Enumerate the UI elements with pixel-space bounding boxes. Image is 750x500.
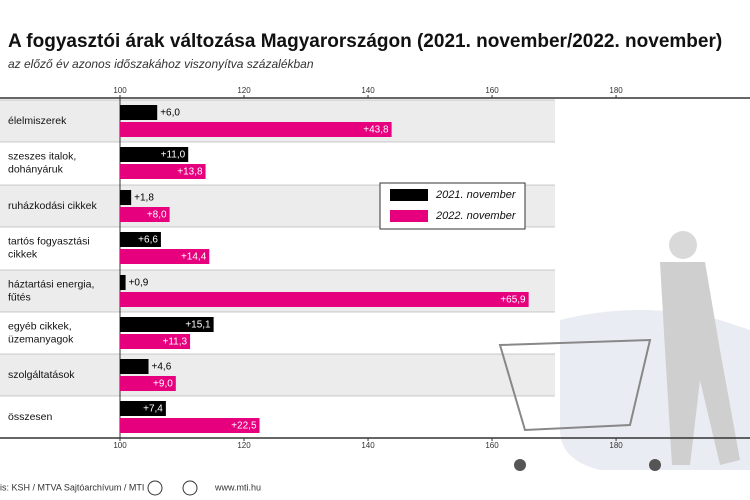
value-label: +0,9 — [129, 278, 149, 289]
row-background — [0, 227, 555, 269]
bar — [120, 232, 161, 247]
logo — [182, 480, 198, 496]
category-label: összesen — [8, 411, 53, 423]
legend-swatch — [390, 210, 428, 222]
category-label: szolgáltatások — [8, 369, 75, 381]
legend-label: 2021. november — [435, 189, 517, 201]
category-label: tartós fogyasztási cikkek — [8, 235, 90, 260]
bar — [120, 190, 132, 205]
illustration-person — [660, 262, 740, 465]
x-tick-label: 180 — [609, 441, 623, 450]
x-tick-label: 100 — [113, 86, 127, 95]
x-tick-label: 180 — [609, 86, 623, 95]
illustration-cart — [498, 338, 652, 432]
row-background — [0, 354, 555, 396]
row-background — [0, 312, 555, 354]
value-label: +15,1 — [185, 320, 211, 331]
bar — [120, 292, 529, 307]
website: www.mti.hu — [214, 482, 261, 492]
source: is: KSH / MTVA Sajtóarchívum / MTI — [0, 482, 144, 492]
bar — [120, 376, 176, 391]
x-tick-label: 100 — [113, 441, 127, 450]
bar — [120, 418, 260, 433]
legend-swatch — [390, 189, 428, 201]
value-label: +6,0 — [160, 108, 180, 119]
chart-title: A fogyasztói árak változása Magyarország… — [8, 31, 722, 52]
value-label: +22,5 — [231, 421, 257, 432]
value-label: +11,0 — [161, 150, 186, 161]
value-label: +43,8 — [363, 125, 389, 136]
value-label: +8,0 — [147, 210, 167, 221]
category-label: egyéb cikkek, üzemanyagok — [8, 320, 74, 345]
x-tick-label: 140 — [361, 441, 375, 450]
value-label: +65,9 — [500, 295, 526, 306]
value-label: +6,6 — [138, 235, 158, 246]
value-label: +4,6 — [152, 362, 172, 373]
illustration-person-head — [669, 231, 697, 259]
value-label: +9,0 — [153, 379, 173, 390]
row-background — [0, 142, 555, 184]
bar — [120, 359, 149, 374]
legend-label: 2022. november — [435, 210, 517, 222]
x-tick-label: 120 — [237, 441, 251, 450]
category-label: szeszes italok, dohányáruk — [8, 150, 76, 175]
bar — [120, 249, 210, 264]
bar — [120, 401, 166, 416]
x-tick-label: 160 — [485, 86, 499, 95]
bar — [120, 317, 214, 332]
x-tick-label: 160 — [485, 441, 499, 450]
category-label: háztartási energia, fűtés — [8, 278, 94, 303]
illustration-wheel — [514, 459, 526, 471]
row-background — [0, 396, 555, 438]
category-label: élelmiszerek — [8, 115, 67, 127]
value-label: +7,4 — [143, 404, 163, 415]
illustration-wheel — [649, 459, 661, 471]
chart-subtitle: az előző év azonos időszakához viszonyít… — [8, 57, 314, 71]
x-tick-label: 120 — [237, 86, 251, 95]
bar — [120, 147, 189, 162]
value-label: +13,8 — [177, 167, 203, 178]
value-label: +11,3 — [163, 337, 188, 348]
bar — [120, 275, 126, 290]
value-label: +1,8 — [134, 193, 154, 204]
category-label: ruházkodási cikkek — [8, 200, 97, 212]
logo — [147, 480, 163, 496]
x-tick-label: 140 — [361, 86, 375, 95]
bar — [120, 105, 158, 120]
bar — [120, 122, 392, 137]
value-label: +14,4 — [181, 252, 207, 263]
bar — [120, 164, 206, 179]
bar — [120, 207, 170, 222]
bar — [120, 334, 191, 349]
